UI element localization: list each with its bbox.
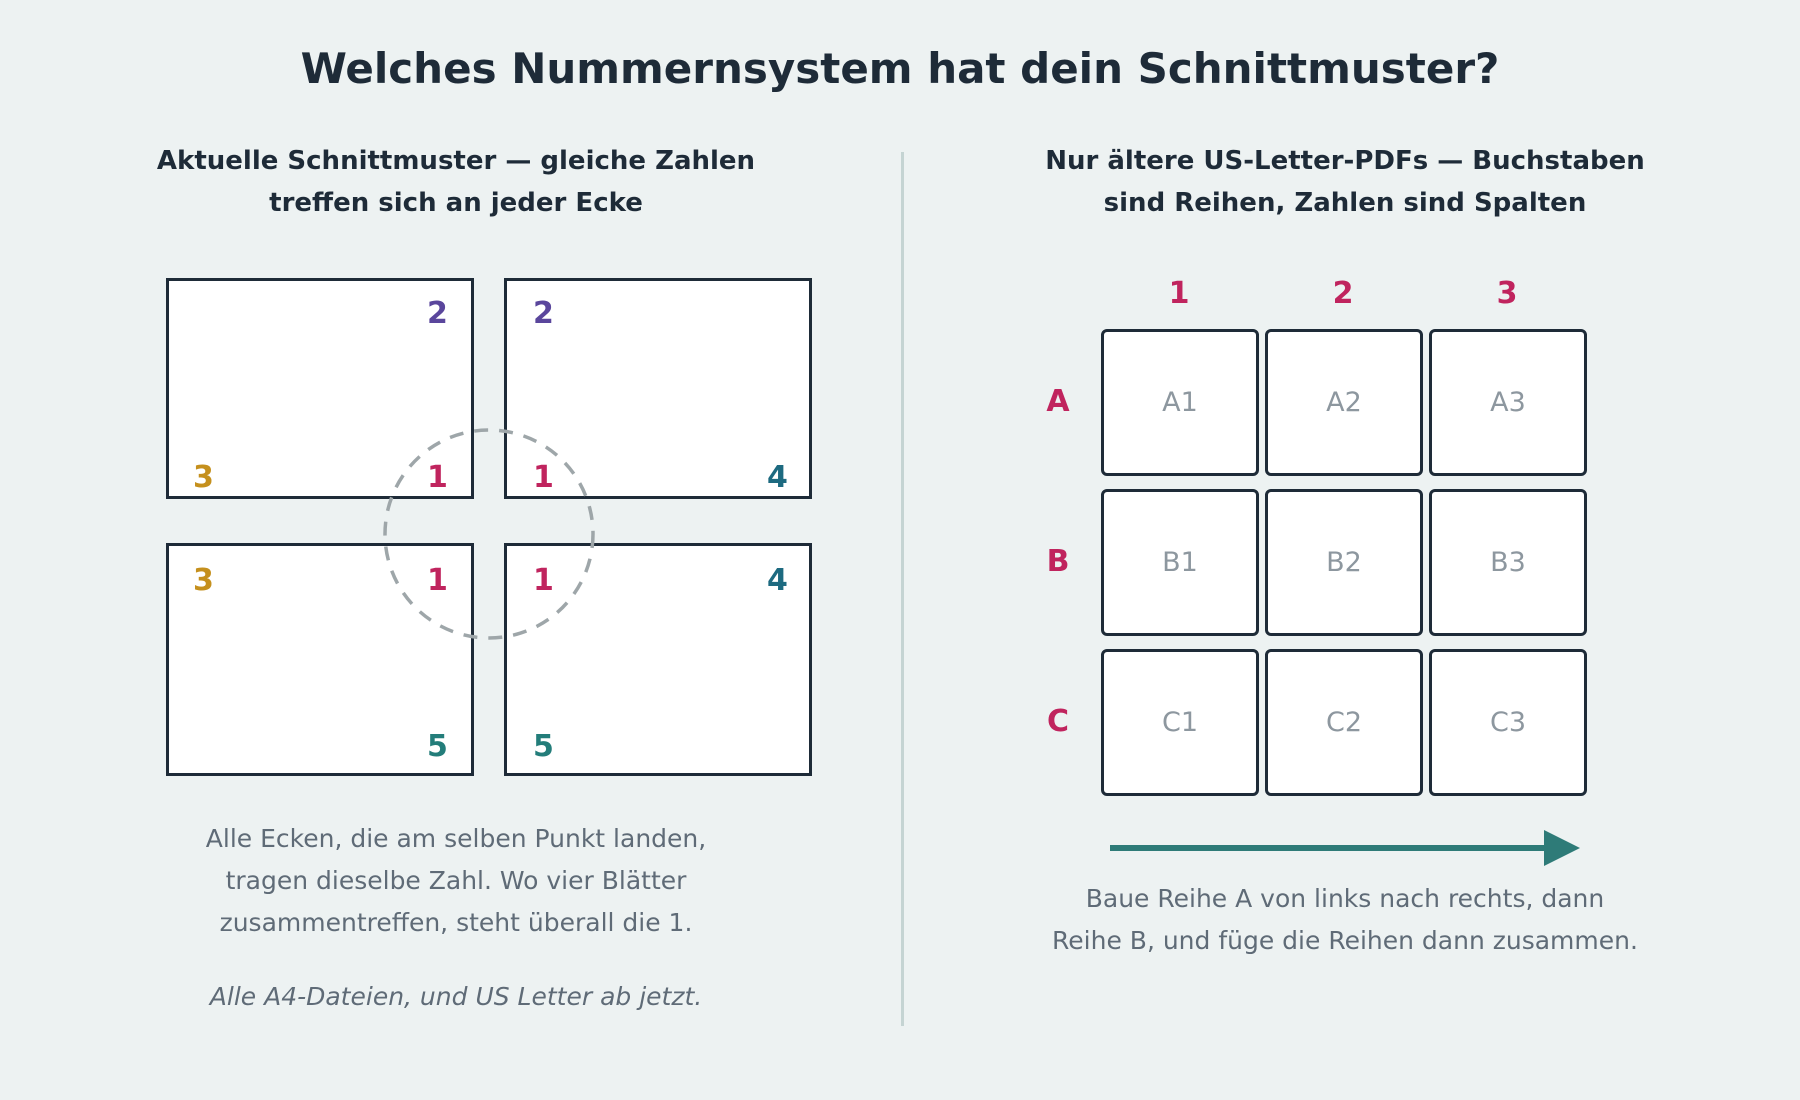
description-line: tragen dieselbe Zahl. Wo vier Blätter (225, 866, 687, 895)
description-line: Reihe B, und füge die Reihen dann zusamm… (1052, 926, 1638, 955)
sheet-bottom-left: 3 1 5 (166, 543, 474, 776)
description-line: Alle Ecken, die am selben Punkt landen, (205, 824, 707, 853)
right-panel-description: Baue Reihe A von links nach rechts, dann… (985, 878, 1705, 962)
grid-cell: C1 (1101, 649, 1259, 796)
panel-divider (901, 152, 904, 1026)
grid-cell: A1 (1101, 329, 1259, 476)
left-panel-note: Alle A4-Dateien, und US Letter ab jetzt. (209, 982, 703, 1011)
column-label: 3 (1496, 276, 1518, 311)
left-heading-line-2: treffen sich an jeder Ecke (269, 188, 643, 218)
dashed-circle-icon (383, 428, 595, 640)
grid-cell: B2 (1265, 489, 1423, 636)
row-label: C (1046, 704, 1070, 739)
corner-number: 2 (427, 296, 448, 331)
left-panel-description: Alle Ecken, die am selben Punkt landen, … (96, 818, 816, 944)
corner-number: 1 (427, 460, 448, 495)
left-panel-heading: Aktuelle Schnittmuster — gleiche Zahlen … (96, 140, 816, 224)
grid-cell: A2 (1265, 329, 1423, 476)
grid-cell: A3 (1429, 329, 1587, 476)
sheet-top-left: 2 3 1 (166, 278, 474, 499)
corner-number: 4 (767, 460, 788, 495)
left-heading-line-1: Aktuelle Schnittmuster — gleiche Zahlen (156, 146, 756, 176)
corner-number: 3 (193, 460, 214, 495)
right-heading-line-2: sind Reihen, Zahlen sind Spalten (1103, 188, 1587, 218)
right-heading-line-1: Nur ältere US-Letter-PDFs — Buchstaben (1045, 146, 1645, 176)
corner-number: 2 (533, 296, 554, 331)
arrow-right-icon (1110, 830, 1580, 866)
description-line: Baue Reihe A von links nach rechts, dann (1085, 884, 1605, 913)
corner-number: 3 (193, 563, 214, 598)
grid-cell: B3 (1429, 489, 1587, 636)
page-title: Welches Nummernsystem hat dein Schnittmu… (300, 44, 1500, 93)
corner-number: 5 (533, 729, 554, 764)
grid-cell: C2 (1265, 649, 1423, 796)
corner-number: 1 (533, 563, 554, 598)
right-panel-heading: Nur ältere US-Letter-PDFs — Buchstaben s… (985, 140, 1705, 224)
corner-number: 1 (533, 460, 554, 495)
grid-cell: B1 (1101, 489, 1259, 636)
corner-number: 4 (767, 563, 788, 598)
sheet-top-right: 2 1 4 (504, 278, 812, 499)
corner-number: 1 (427, 563, 448, 598)
column-label: 1 (1168, 276, 1190, 311)
sheet-bottom-right: 1 4 5 (504, 543, 812, 776)
grid-cell: C3 (1429, 649, 1587, 796)
column-label: 2 (1332, 276, 1354, 311)
description-line: zusammentreffen, steht überall die 1. (219, 908, 693, 937)
row-label: B (1046, 544, 1070, 579)
corner-number: 5 (427, 729, 448, 764)
row-label: A (1046, 384, 1070, 419)
